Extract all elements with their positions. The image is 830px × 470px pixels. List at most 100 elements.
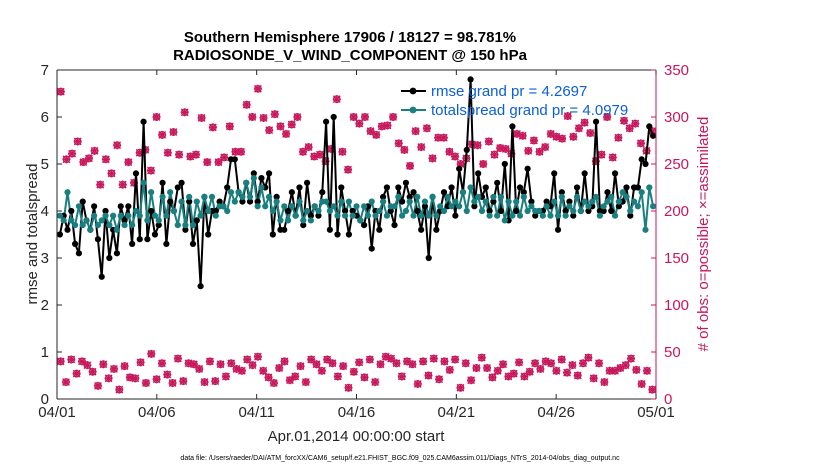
- rmse-point: [425, 254, 432, 262]
- rmse-point: [528, 198, 535, 205]
- obs-marker-low: [509, 369, 518, 378]
- totalspread-point: [383, 212, 391, 219]
- obs-marker-high: [529, 136, 538, 145]
- totalspread-point: [380, 198, 387, 205]
- x-tick-label: 04/01: [38, 404, 76, 421]
- obs-marker-high: [383, 121, 392, 130]
- obs-marker-high: [191, 150, 200, 159]
- series-markers: [56, 76, 657, 290]
- totalspread-point: [68, 217, 75, 224]
- rmse-point: [463, 146, 470, 153]
- y-axis-label-right: # of obs: o=possible; ×=assimilated: [695, 117, 712, 352]
- chart-title: Southern Hemisphere 17906 / 18127 = 98.7…: [184, 29, 516, 46]
- obs-marker-low: [205, 357, 214, 366]
- obs-marker-high: [338, 147, 347, 156]
- rmse-point: [520, 189, 527, 196]
- rmse-point: [75, 250, 83, 257]
- totalspread-point: [72, 222, 79, 229]
- totalspread-point: [429, 193, 436, 200]
- obs-marker-low: [109, 364, 118, 373]
- rmse-point: [570, 212, 577, 219]
- rmse-point: [543, 198, 550, 205]
- obs-marker-high: [501, 144, 510, 153]
- obs-marker-low: [557, 355, 566, 364]
- rmse-point: [627, 212, 634, 219]
- obs-marker-low: [643, 366, 652, 375]
- obs-marker-low: [621, 361, 630, 370]
- totalspread-point: [611, 212, 619, 219]
- obs-marker-low: [552, 366, 561, 375]
- obs-marker-high: [96, 180, 105, 189]
- rmse-point: [125, 203, 132, 210]
- rmse-point: [163, 240, 170, 247]
- totalspread-point: [528, 203, 535, 210]
- totalspread-point: [258, 184, 265, 191]
- obs-marker-low: [120, 362, 129, 371]
- obs-marker-high: [68, 149, 77, 158]
- totalspread-point: [646, 184, 653, 191]
- totalspread-point: [452, 198, 459, 205]
- rmse-point: [102, 207, 109, 215]
- obs-markers: [56, 84, 657, 394]
- obs-marker-low: [157, 359, 166, 368]
- obs-marker-low: [344, 383, 353, 392]
- totalspread-point: [117, 212, 124, 219]
- totalspread-point: [615, 198, 622, 205]
- totalspread-point: [543, 203, 550, 210]
- totalspread-point: [406, 198, 413, 205]
- rmse-point: [490, 198, 497, 205]
- rmse-point: [361, 222, 368, 229]
- obs-marker-high: [636, 139, 645, 148]
- rmse-point: [79, 198, 86, 205]
- rmse-point: [269, 231, 276, 238]
- rmse-point: [532, 212, 539, 219]
- totalspread-point: [471, 198, 478, 205]
- rmse-point: [113, 250, 121, 257]
- obs-marker-high: [287, 120, 296, 129]
- totalspread-point: [300, 217, 307, 224]
- totalspread-point: [524, 207, 531, 215]
- totalspread-point: [315, 207, 322, 215]
- totalspread-point: [425, 212, 432, 219]
- totalspread-point: [600, 203, 607, 210]
- rmse-point: [456, 165, 463, 172]
- obs-marker-low: [456, 383, 465, 392]
- obs-marker-low: [579, 359, 588, 368]
- totalspread-point: [227, 189, 235, 196]
- y-tick-label-left: 7: [41, 62, 49, 79]
- y-tick-label-left: 2: [41, 297, 49, 314]
- obs-marker-low: [147, 349, 156, 358]
- obs-marker-low: [136, 358, 145, 367]
- totalspread-point: [201, 193, 208, 200]
- totalspread-point: [338, 198, 345, 205]
- obs-marker-low: [371, 378, 380, 387]
- totalspread-point: [353, 203, 360, 210]
- obs-marker-high: [406, 161, 415, 170]
- obs-marker-low: [419, 357, 428, 366]
- obs-marker-low: [312, 360, 321, 369]
- rmse-point: [646, 123, 653, 130]
- obs-marker-low: [307, 355, 316, 364]
- obs-marker-high: [90, 146, 99, 155]
- totalspread-point: [224, 207, 231, 215]
- totalspread-point: [102, 212, 109, 219]
- rmse-point: [482, 184, 489, 191]
- rmse-point: [421, 203, 429, 210]
- rmse-point: [72, 240, 79, 247]
- rmse-point: [410, 189, 417, 196]
- obs-marker-high: [490, 150, 499, 159]
- rmse-point: [509, 123, 516, 130]
- rmse-point: [296, 184, 303, 191]
- totalspread-point: [254, 203, 261, 210]
- totalspread-point: [589, 198, 596, 205]
- obs-marker-high: [73, 137, 82, 146]
- obs-marker-low: [568, 361, 577, 370]
- obs-marker-high: [422, 124, 431, 133]
- obs-marker-high: [79, 158, 88, 167]
- rmse-point: [452, 212, 459, 219]
- legend-spread-marker: [409, 106, 417, 114]
- rmse-point: [151, 231, 159, 238]
- totalspread-point: [91, 212, 98, 219]
- totalspread-point: [262, 203, 269, 210]
- obs-marker-low: [365, 355, 374, 364]
